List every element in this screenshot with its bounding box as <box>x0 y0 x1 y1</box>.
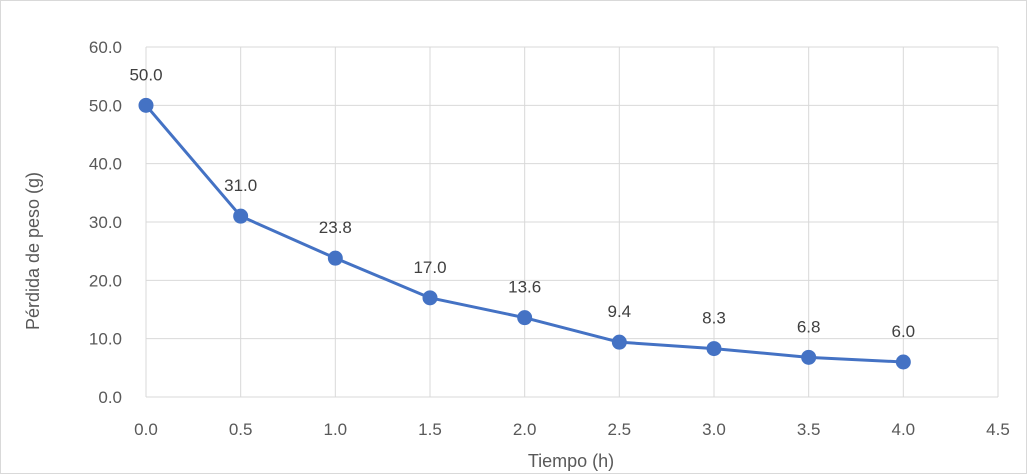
data-label: 6.8 <box>797 317 821 336</box>
y-tick-label: 20.0 <box>89 271 122 290</box>
x-tick-label: 4.0 <box>892 420 916 439</box>
data-labels: 50.0 31.0 23.8 17.0 13.6 9.4 8.3 6.8 6.0 <box>129 65 915 341</box>
x-axis-title: Tiempo (h) <box>528 451 614 471</box>
data-point <box>138 97 154 113</box>
y-axis-ticks: 0.0 10.0 20.0 30.0 40.0 50.0 60.0 <box>89 38 122 407</box>
data-point <box>233 208 249 224</box>
y-tick-label: 60.0 <box>89 38 122 57</box>
data-label: 6.0 <box>892 322 916 341</box>
x-tick-label: 0.5 <box>229 420 253 439</box>
data-point <box>801 349 817 365</box>
data-point <box>422 290 438 306</box>
y-axis-title: Pérdida de peso (g) <box>23 172 43 330</box>
data-label: 50.0 <box>129 65 162 84</box>
data-point <box>327 250 343 266</box>
data-point <box>517 310 533 326</box>
data-label: 31.0 <box>224 176 257 195</box>
x-tick-label: 4.5 <box>986 420 1010 439</box>
x-tick-label: 2.0 <box>513 420 537 439</box>
y-tick-label: 10.0 <box>89 330 122 349</box>
data-label: 9.4 <box>608 302 632 321</box>
x-tick-label: 3.5 <box>797 420 821 439</box>
data-label: 17.0 <box>413 258 446 277</box>
data-label: 23.8 <box>319 218 352 237</box>
y-tick-label: 0.0 <box>98 388 122 407</box>
x-tick-label: 1.0 <box>324 420 348 439</box>
data-label: 13.6 <box>508 278 541 297</box>
data-point <box>611 334 627 350</box>
x-tick-label: 3.0 <box>702 420 726 439</box>
data-point <box>706 341 722 357</box>
x-tick-label: 1.5 <box>418 420 442 439</box>
y-tick-label: 30.0 <box>89 213 122 232</box>
x-axis-ticks: 0.0 0.5 1.0 1.5 2.0 2.5 3.0 3.5 4.0 4.5 <box>134 420 1010 439</box>
y-tick-label: 50.0 <box>89 96 122 115</box>
data-label: 8.3 <box>702 309 726 328</box>
gridlines <box>145 46 999 398</box>
data-point <box>895 354 911 370</box>
x-tick-label: 0.0 <box>134 420 158 439</box>
y-tick-label: 40.0 <box>89 155 122 174</box>
series-layer <box>138 97 911 370</box>
x-tick-label: 2.5 <box>608 420 632 439</box>
